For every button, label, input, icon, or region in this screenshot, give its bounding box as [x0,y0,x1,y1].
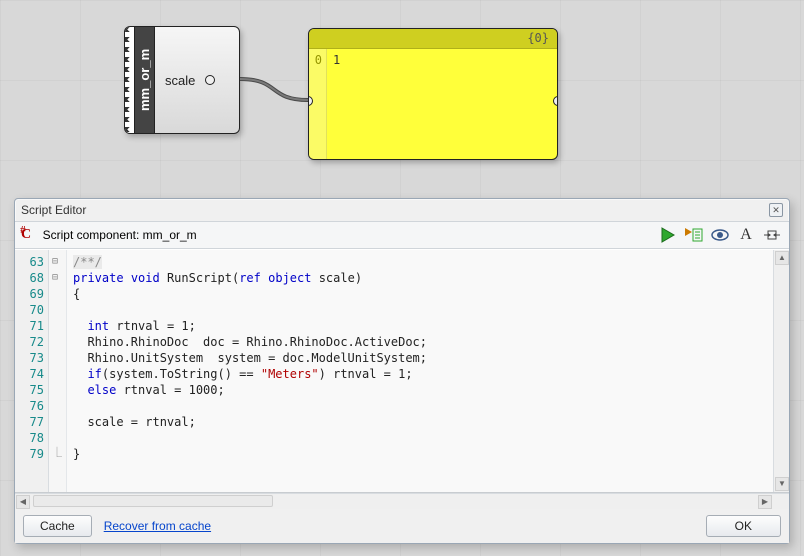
panel-header: {0} [309,29,557,49]
font-icon[interactable]: A [735,224,757,246]
toolbar-label: Script component: mm_or_m [43,228,197,242]
editor-titlebar[interactable]: Script Editor ✕ [15,199,789,221]
scroll-left-icon[interactable]: ◀ [16,495,30,509]
scroll-thumb[interactable] [33,495,273,507]
recover-link[interactable]: Recover from cache [104,519,211,533]
insert-snippet-icon[interactable] [683,224,705,246]
editor-toolbar: C# Script component: mm_or_m A [15,221,789,249]
panel-path-label: {0} [527,31,549,45]
close-icon[interactable]: ✕ [769,203,783,217]
csharp-icon: C# [21,227,37,243]
component-output-port[interactable]: scale [155,27,209,133]
line-number-gutter: 63686970717273747576777879 [15,250,49,492]
editor-title: Script Editor [21,203,86,217]
scroll-up-icon[interactable]: ▲ [775,251,789,265]
run-icon[interactable] [657,224,679,246]
gh-script-component[interactable]: mm_or_m scale [124,26,240,134]
fold-gutter[interactable]: ⊟⊟ ⎿ [49,250,67,492]
vertical-scrollbar[interactable]: ▲ ▼ [773,250,789,492]
code-area[interactable]: 63686970717273747576777879 ⊟⊟ ⎿ /**/ pri… [15,249,789,493]
component-output-label: scale [165,73,195,88]
component-zigzag-grip [125,27,135,133]
editor-bottombar: Cache Recover from cache OK [15,509,789,543]
code-editor[interactable]: /**/ private void RunScript(ref object s… [67,250,773,492]
component-name-label: mm_or_m [135,27,155,133]
gh-panel[interactable]: {0} 0 1 [308,28,558,160]
panel-body: 0 1 [309,49,557,159]
scroll-right-icon[interactable]: ▶ [758,495,772,509]
script-editor-window: Script Editor ✕ C# Script component: mm_… [14,198,790,544]
panel-output-grip[interactable] [553,96,558,106]
panel-row-value: 1 [327,49,557,159]
cache-button[interactable]: Cache [23,515,92,537]
scroll-down-icon[interactable]: ▼ [775,477,789,491]
ok-button[interactable]: OK [706,515,781,537]
shrink-icon[interactable] [761,224,783,246]
output-grip[interactable] [205,75,215,85]
horizontal-scrollbar[interactable]: ◀ ▶ [15,493,789,509]
preview-eye-icon[interactable] [709,224,731,246]
